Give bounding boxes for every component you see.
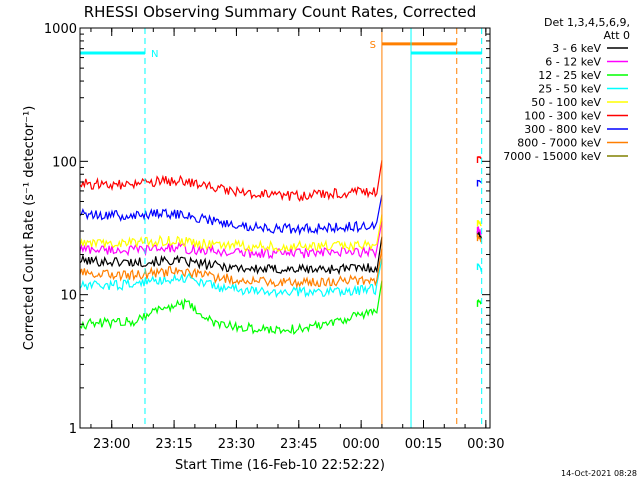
series-6-12kev [79, 220, 383, 260]
series-3-6kev [79, 236, 383, 276]
legend-entry-label: 7000 - 15000 keV [503, 150, 601, 163]
x-tick-label: 23:30 [218, 437, 255, 452]
y-axis-label: Corrected Count Rate (s⁻¹ detector⁻¹) [22, 106, 37, 351]
series-group [79, 155, 483, 335]
y-tick-label: 1000 [44, 22, 77, 37]
chart-title: RHESSI Observing Summary Count Rates, Co… [84, 3, 477, 21]
y-tick-label: 100 [52, 155, 77, 170]
x-tick-label: 00:15 [405, 437, 442, 452]
x-tick-label: 23:00 [93, 437, 130, 452]
x-tick-label: 23:45 [280, 437, 317, 452]
series-late-6-12kev [476, 226, 482, 236]
series-800-7000kev [79, 248, 383, 289]
footer-timestamp: 14-Oct-2021 08:28 [561, 469, 637, 478]
series-late-50-100kev [476, 220, 482, 227]
legend-entry-label: 800 - 7000 keV [517, 137, 601, 150]
legend-entry-label: 3 - 6 keV [552, 42, 601, 55]
y-tick-label: 1 [69, 422, 77, 437]
x-tick-label: 23:15 [155, 437, 192, 452]
series-late-300-800kev [476, 179, 482, 187]
events-group: NS [79, 28, 483, 428]
legend-entry-label: 25 - 50 keV [538, 83, 601, 96]
legend-header-line: Att 0 [604, 29, 630, 42]
saa-label: S [370, 40, 376, 51]
series-late-25-50kev [476, 263, 483, 272]
x-axis-label: Start Time (16-Feb-10 22:52:22) [175, 458, 385, 473]
x-tick-label: 00:30 [467, 437, 504, 452]
series-12-25kev [79, 280, 383, 335]
axes-group [79, 27, 491, 429]
legend-entry-label: 6 - 12 keV [545, 56, 601, 69]
series-50-100kev [79, 214, 383, 253]
series-late-12-25kev [476, 299, 482, 307]
x-tick-label: 00:00 [342, 437, 379, 452]
y-tick-label: 10 [60, 289, 77, 304]
legend-entry-label: 12 - 25 keV [538, 69, 601, 82]
series-late-800-7000kev [476, 233, 483, 243]
legend-header-line: Det 1,3,4,5,6,9, [544, 16, 630, 29]
legend-entry-label: 300 - 800 keV [524, 123, 601, 136]
series-100-300kev [79, 160, 383, 202]
ticks-group: 1 10 100 1000 23:00 23:15 23:30 23:45 00:00 00:15… [44, 22, 505, 452]
series-25-50kev [79, 258, 383, 299]
series-late-100-300kev [476, 155, 482, 163]
legend-entry-label: 50 - 100 keV [531, 96, 601, 109]
plot-frame [79, 27, 491, 429]
legend-entry-label: 100 - 300 keV [524, 110, 601, 123]
series-300-800kev [79, 194, 383, 236]
night-label: N [151, 49, 158, 60]
